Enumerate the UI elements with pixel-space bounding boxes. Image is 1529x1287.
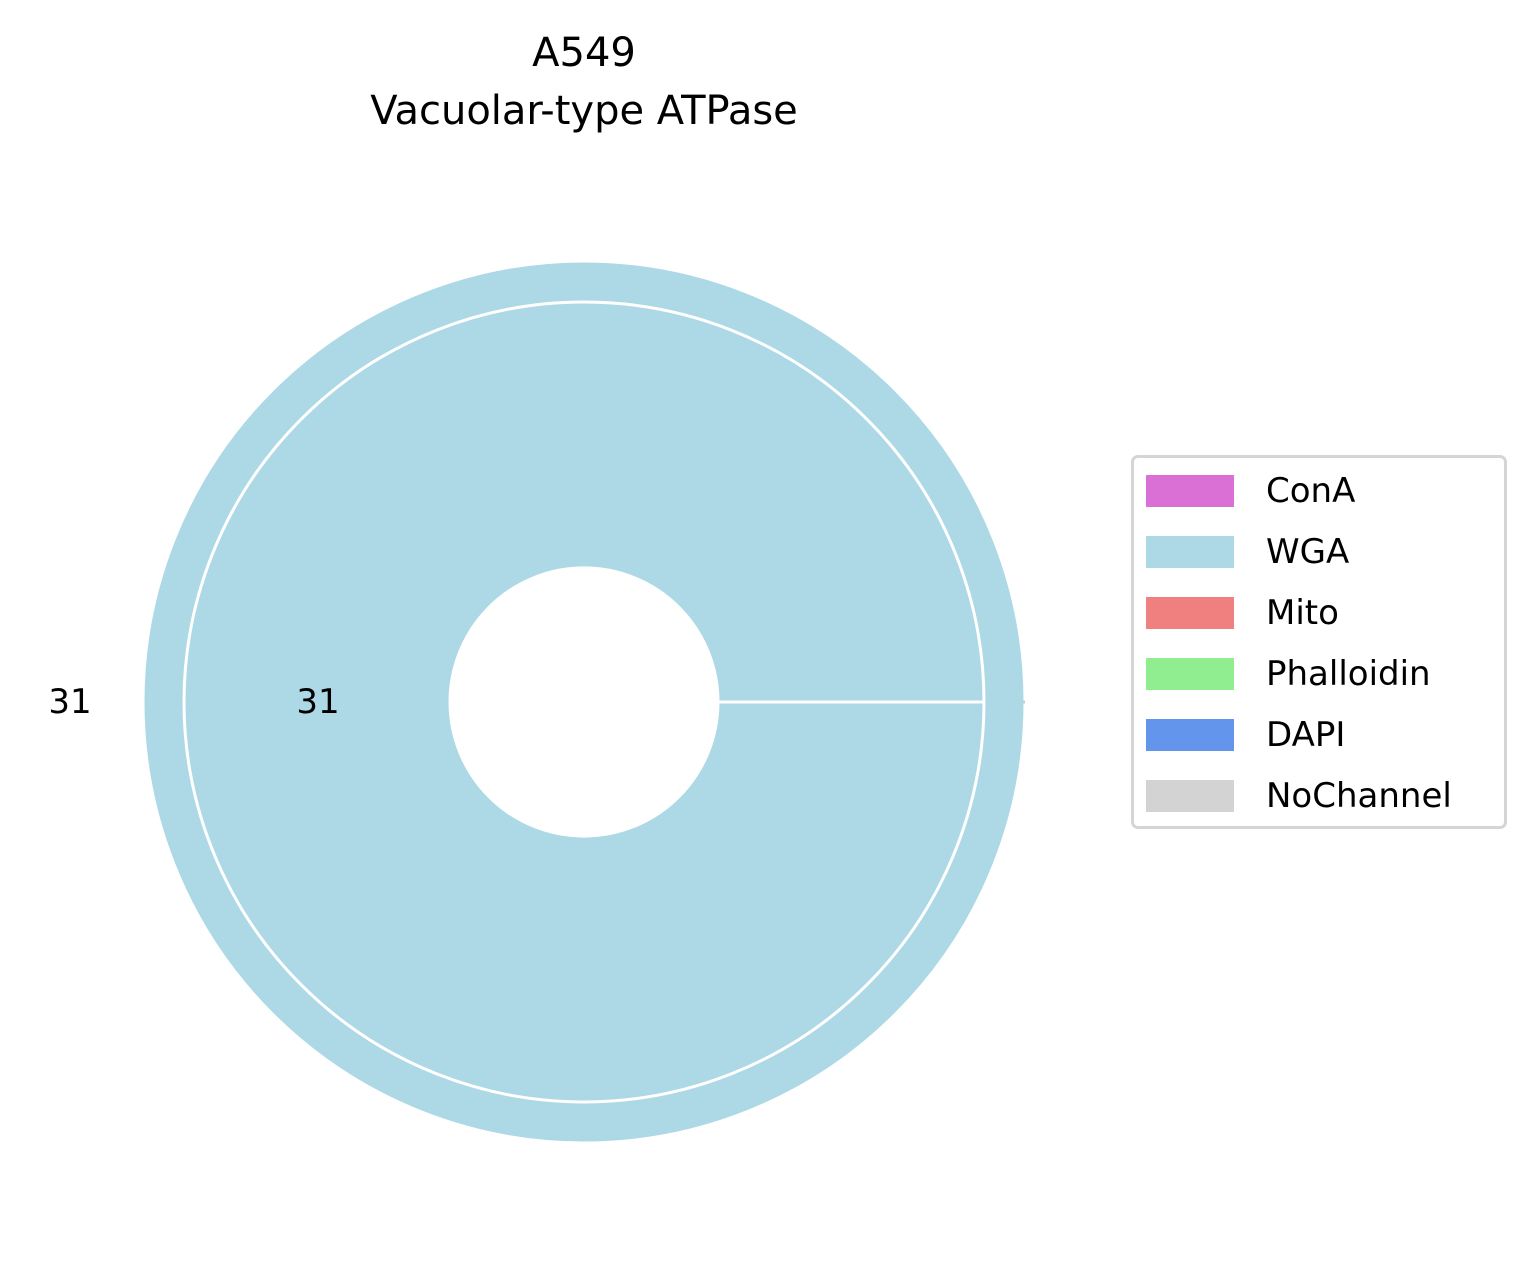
inner-ring-slice-wga <box>182 300 986 1104</box>
inner-ring-count-label: 31 <box>296 682 339 722</box>
outer-ring-count-label: 31 <box>48 682 91 722</box>
legend-label-3: Phalloidin <box>1266 654 1431 694</box>
legend-swatch-5 <box>1146 780 1234 812</box>
legend-swatch-0 <box>1146 475 1234 507</box>
legend-label-0: ConA <box>1266 471 1356 511</box>
legend-item-2: Mito <box>1146 596 1339 630</box>
legend-label-5: NoChannel <box>1266 776 1452 816</box>
legend-swatch-4 <box>1146 719 1234 751</box>
legend-item-5: NoChannel <box>1146 779 1452 813</box>
legend-swatch-1 <box>1146 536 1234 568</box>
legend-swatch-3 <box>1146 658 1234 690</box>
donut-rings <box>141 259 1027 1145</box>
legend-label-4: DAPI <box>1266 715 1346 755</box>
chart-title-line-1: A549 <box>532 30 636 76</box>
chart-title-line-2: Vacuolar-type ATPase <box>370 88 798 134</box>
legend: ConA WGA Mito Phalloidin DAPI NoChannel <box>1131 455 1507 829</box>
legend-label-1: WGA <box>1266 532 1350 572</box>
legend-item-3: Phalloidin <box>1146 657 1431 691</box>
legend-item-4: DAPI <box>1146 718 1345 752</box>
legend-swatch-2 <box>1146 597 1234 629</box>
legend-item-1: WGA <box>1146 535 1349 569</box>
legend-item-0: ConA <box>1146 474 1355 508</box>
legend-label-2: Mito <box>1266 593 1339 633</box>
